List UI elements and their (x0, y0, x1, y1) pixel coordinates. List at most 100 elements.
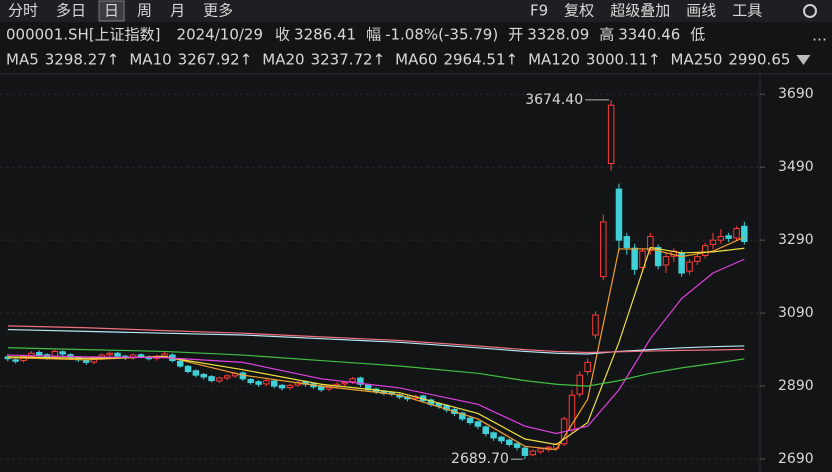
candle-body (51, 350, 59, 358)
candle-body (263, 380, 270, 385)
ma-value: 3267.92↑ (178, 51, 253, 69)
y-tick-label: 3490 (778, 159, 814, 175)
candle-body (255, 381, 262, 385)
candle-body (106, 352, 113, 356)
candle-body (647, 236, 654, 251)
candle-body (576, 374, 584, 395)
candle-body (176, 360, 184, 367)
candle-body (137, 354, 145, 358)
gear[interactable] (803, 4, 817, 18)
ma-value: 2964.51↑ (443, 51, 518, 69)
ma-name: MA10 (129, 51, 171, 69)
candle-body (529, 450, 537, 456)
ma-name: MA5 (6, 51, 39, 69)
candle-body (192, 370, 200, 376)
settings-icon[interactable] (803, 4, 817, 18)
toolbar-tab[interactable]: 更多 (203, 2, 233, 20)
candle-body (701, 245, 709, 256)
ma-name: MA250 (671, 51, 723, 69)
candle-body (592, 314, 599, 336)
candle-body (709, 239, 717, 246)
candle-body (200, 373, 207, 378)
y-tick-label: 3090 (778, 305, 814, 321)
symbol: 000001.SH[上证指数] (6, 26, 161, 44)
candle-body (208, 376, 215, 382)
toolbar-button[interactable]: 超级叠加 (610, 2, 670, 20)
candle-body (466, 417, 474, 424)
candle-body (349, 378, 356, 383)
y-tick-label: 2690 (778, 451, 814, 467)
toolbar-button[interactable]: 工具 (732, 2, 762, 20)
ma-line (7, 246, 745, 446)
candle-body (82, 360, 90, 363)
toolbar-tab[interactable]: 分时 (8, 2, 38, 20)
candle-body (654, 246, 662, 267)
toolbar-button[interactable]: 画线 (686, 2, 716, 20)
candle-body (474, 421, 482, 427)
candle-body (521, 447, 529, 456)
quote-value: 3328.09 (527, 26, 589, 44)
candle-body (623, 236, 631, 248)
candle-body (584, 361, 591, 373)
candle-body (741, 225, 748, 242)
candle-body (223, 375, 231, 379)
quote-label: 幅 (366, 26, 381, 44)
ma-line (7, 236, 745, 451)
candle-body (694, 256, 701, 262)
candle-body (59, 351, 66, 355)
more-dots[interactable]: … (812, 27, 827, 45)
toolbar-tab[interactable]: 周 (137, 2, 152, 20)
low-label: 2689.70 (451, 451, 509, 467)
toolbar-button[interactable]: F9 (530, 2, 548, 20)
candle-body (662, 256, 670, 266)
y-tick-label: 3690 (778, 86, 814, 102)
candle-body (686, 261, 693, 272)
active-tab-bg (98, 0, 125, 22)
candle-body (631, 247, 638, 270)
ma-value: 3298.27↑ (45, 51, 120, 69)
quote-label: 开 (508, 26, 523, 44)
candle-body (247, 379, 254, 383)
candle-body (513, 443, 521, 448)
ma-line (7, 258, 745, 435)
candle-body (357, 377, 364, 385)
candle-body (35, 352, 43, 356)
candle-body (286, 384, 294, 389)
candle-body (725, 235, 732, 239)
ma-value: 3237.72↑ (311, 51, 386, 69)
ma-name: MA20 (262, 51, 304, 69)
candle-body (459, 412, 466, 420)
candle-body (639, 250, 646, 269)
candle-body (607, 104, 615, 165)
quote-value: 3286.41 (294, 26, 356, 44)
candle-body (114, 352, 121, 357)
ma-line (7, 328, 745, 355)
ma-line (7, 347, 745, 387)
candle-body (537, 448, 544, 453)
ma-name: MA60 (395, 51, 437, 69)
quote-value: -1.08%(-35.79) (385, 26, 498, 44)
candle-body (615, 188, 623, 241)
candle-body (600, 221, 607, 278)
ma-value: 2990.65 (728, 51, 790, 69)
ma-line (7, 325, 745, 354)
candle-body (482, 426, 490, 435)
dropdown-arrow[interactable] (796, 55, 811, 65)
toolbar-tab[interactable]: 多日 (56, 2, 86, 20)
candle-body (12, 359, 19, 362)
y-tick-label: 3290 (778, 232, 814, 248)
quote-label: 收 (275, 26, 290, 44)
quote-value: 3340.46 (618, 26, 680, 44)
quote-label: 高 (599, 26, 614, 44)
candle-body (490, 432, 497, 439)
toolbar-tab[interactable]: 日 (104, 2, 119, 20)
toolbar-button[interactable]: 复权 (564, 2, 594, 20)
candle-body (717, 236, 725, 241)
ma-name: MA120 (528, 51, 580, 69)
date: 2024/10/29 (177, 26, 263, 44)
quote-label: 低 (690, 26, 705, 44)
candle-body (216, 377, 223, 382)
toolbar-tab[interactable]: 月 (170, 2, 185, 20)
candle-body (341, 381, 348, 385)
